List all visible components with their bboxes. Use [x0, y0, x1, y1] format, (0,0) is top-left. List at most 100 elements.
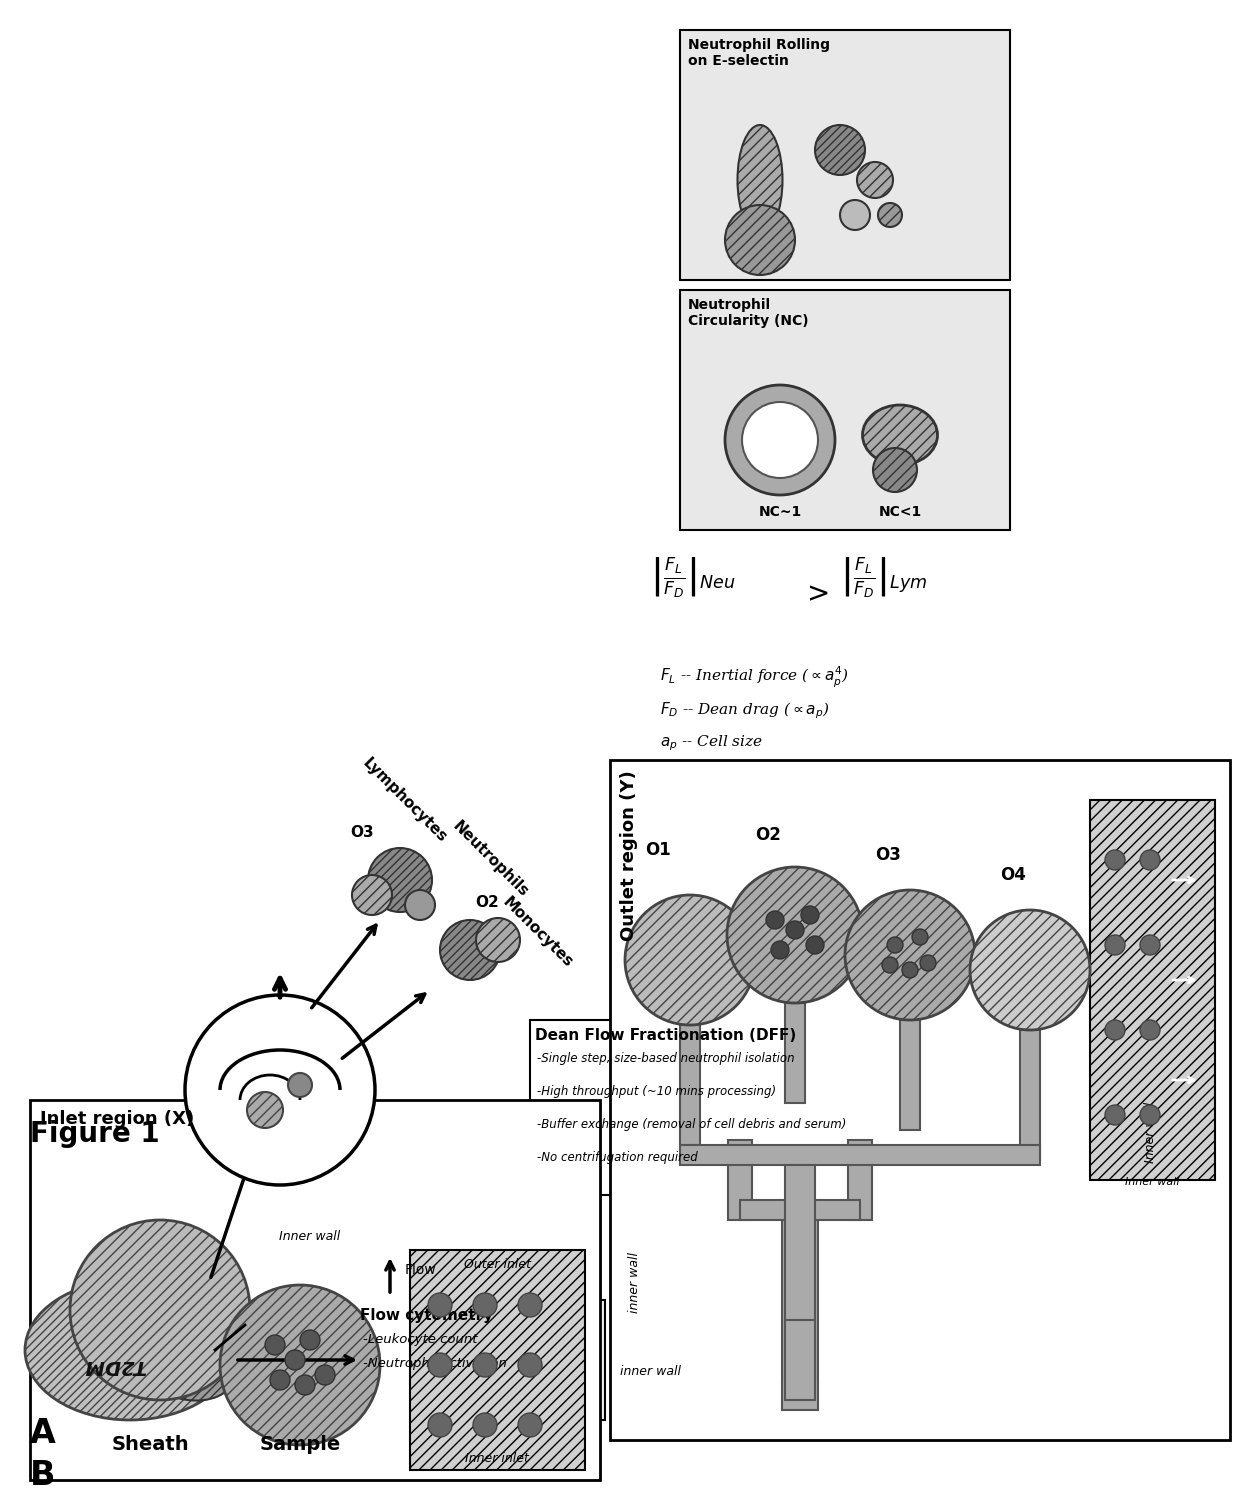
Circle shape: [844, 891, 975, 1021]
Bar: [610, 759, 1230, 1440]
Circle shape: [1105, 1106, 1125, 1125]
Circle shape: [270, 1370, 290, 1391]
Circle shape: [901, 962, 918, 977]
Circle shape: [476, 918, 520, 962]
Circle shape: [219, 1285, 379, 1444]
Ellipse shape: [863, 404, 937, 466]
Circle shape: [288, 1073, 312, 1097]
Circle shape: [801, 906, 818, 924]
Text: Flow: Flow: [405, 1264, 436, 1277]
Text: Outlet region (Y): Outlet region (Y): [620, 770, 639, 941]
Circle shape: [725, 385, 835, 495]
Bar: [848, 1140, 872, 1220]
Text: Neutrophil
Circularity (NC): Neutrophil Circularity (NC): [688, 298, 808, 328]
Text: $a_p$ -- Cell size: $a_p$ -- Cell size: [660, 733, 763, 752]
Text: NC<1: NC<1: [878, 504, 921, 519]
Circle shape: [428, 1353, 453, 1377]
Circle shape: [857, 163, 893, 198]
Circle shape: [285, 1350, 305, 1370]
Ellipse shape: [738, 125, 782, 236]
Circle shape: [472, 1413, 497, 1437]
Circle shape: [440, 921, 500, 980]
Circle shape: [766, 912, 784, 930]
Circle shape: [920, 955, 936, 971]
Text: $>$: $>$: [801, 580, 828, 607]
Text: Outer inlet: Outer inlet: [464, 1258, 531, 1271]
Text: -Leukocyte count: -Leukocyte count: [363, 1332, 477, 1346]
Text: -High throughput (~10 mins processing): -High throughput (~10 mins processing): [537, 1085, 776, 1098]
Circle shape: [518, 1353, 542, 1377]
Bar: [680, 289, 1011, 530]
Circle shape: [911, 930, 928, 944]
Text: Dean Flow Fractionation (DFF): Dean Flow Fractionation (DFF): [534, 1028, 796, 1043]
Text: Flow cytometry: Flow cytometry: [360, 1308, 494, 1323]
Text: -Single step, size-based neutrophil isolation: -Single step, size-based neutrophil isol…: [537, 1052, 795, 1065]
Text: O1: O1: [645, 841, 671, 859]
Text: Inner wall: Inner wall: [1143, 1101, 1157, 1162]
Bar: [785, 1320, 815, 1399]
Bar: [1021, 1029, 1040, 1159]
Bar: [785, 1165, 815, 1380]
Text: O3: O3: [875, 846, 901, 864]
Circle shape: [1140, 1106, 1159, 1125]
Text: inner wall: inner wall: [620, 1365, 681, 1379]
Circle shape: [472, 1294, 497, 1317]
Text: $F_L$ -- Inertial force ($\propto a_p^4$): $F_L$ -- Inertial force ($\propto a_p^4$…: [660, 665, 849, 691]
Circle shape: [295, 1376, 315, 1395]
Circle shape: [742, 401, 818, 477]
Circle shape: [352, 874, 392, 915]
Text: T2DM: T2DM: [84, 1356, 146, 1374]
Circle shape: [727, 867, 863, 1003]
Text: Figure 1: Figure 1: [30, 1120, 160, 1147]
Text: -Neutrophil activation: -Neutrophil activation: [363, 1358, 507, 1370]
Bar: [30, 1100, 600, 1480]
Circle shape: [518, 1294, 542, 1317]
Bar: [529, 1021, 839, 1195]
Text: Inner inlet: Inner inlet: [465, 1452, 529, 1465]
Bar: [355, 1300, 605, 1420]
Ellipse shape: [145, 1340, 234, 1401]
Circle shape: [815, 125, 866, 175]
Text: $F_D$ -- Dean drag ($\propto a_p$): $F_D$ -- Dean drag ($\propto a_p$): [660, 700, 830, 721]
Circle shape: [185, 995, 374, 1185]
Circle shape: [970, 910, 1090, 1029]
Bar: [1090, 800, 1215, 1180]
Circle shape: [428, 1294, 453, 1317]
Circle shape: [405, 891, 435, 921]
Text: Lymphocytes: Lymphocytes: [360, 755, 450, 844]
Circle shape: [265, 1335, 285, 1355]
Circle shape: [368, 847, 432, 912]
Circle shape: [1140, 1021, 1159, 1040]
Circle shape: [806, 935, 825, 953]
Circle shape: [887, 937, 903, 953]
Text: -No centrifugation required: -No centrifugation required: [537, 1150, 698, 1164]
Circle shape: [625, 895, 755, 1025]
Circle shape: [1105, 850, 1125, 870]
Text: A: A: [30, 1417, 56, 1450]
Text: Neutrophils: Neutrophils: [450, 819, 532, 900]
Circle shape: [786, 921, 804, 938]
Text: Inner wall: Inner wall: [1125, 1177, 1179, 1188]
Text: Neutrophil Rolling
on E-selectin: Neutrophil Rolling on E-selectin: [688, 37, 830, 69]
Text: B: B: [30, 1459, 56, 1492]
Text: O3: O3: [350, 825, 373, 840]
Circle shape: [315, 1365, 335, 1385]
Circle shape: [247, 1092, 283, 1128]
Text: inner wall: inner wall: [629, 1252, 641, 1313]
Text: Sample: Sample: [259, 1435, 341, 1455]
Text: $\left|\frac{F_L}{F_D}\right|_{Lym}$: $\left|\frac{F_L}{F_D}\right|_{Lym}$: [839, 555, 928, 598]
Circle shape: [882, 956, 898, 973]
Circle shape: [878, 203, 901, 227]
Text: NC~1: NC~1: [759, 504, 801, 519]
Circle shape: [300, 1329, 320, 1350]
Circle shape: [873, 448, 918, 492]
Bar: [900, 1021, 920, 1129]
Bar: [728, 1140, 751, 1220]
Text: Monocytes: Monocytes: [500, 894, 577, 970]
Circle shape: [69, 1220, 250, 1399]
Text: $\left|\frac{F_L}{F_D}\right|_{Neu}$: $\left|\frac{F_L}{F_D}\right|_{Neu}$: [650, 555, 735, 598]
Circle shape: [1105, 1021, 1125, 1040]
Text: Inlet region (X): Inlet region (X): [40, 1110, 195, 1128]
Circle shape: [1140, 850, 1159, 870]
Circle shape: [1140, 935, 1159, 955]
